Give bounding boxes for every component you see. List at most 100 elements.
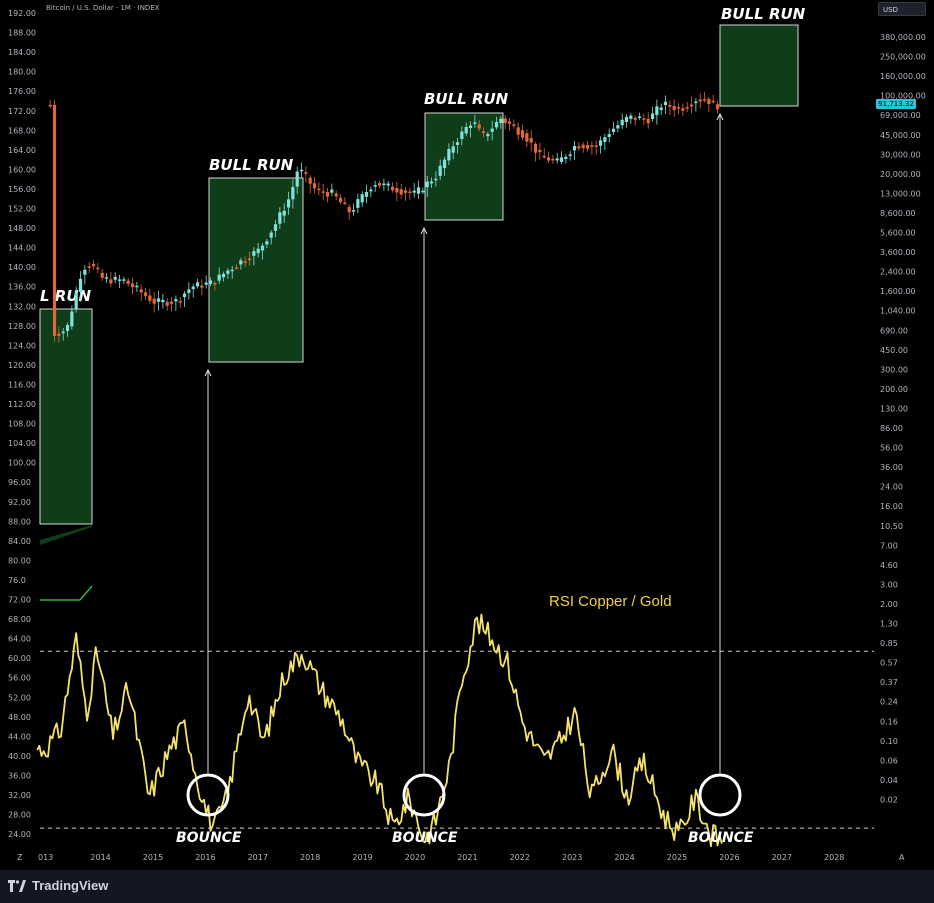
candle-body: [416, 187, 421, 194]
x-axis-tick: 2015: [143, 853, 163, 862]
right-axis-tick: 3.00: [880, 580, 898, 589]
right-axis-tick: 450.00: [880, 346, 908, 355]
right-axis-tick: 24.00: [880, 483, 903, 492]
rsi-line-group: [36, 613, 723, 848]
right-axis-tick: 300.00: [880, 365, 908, 374]
candle-body: [598, 140, 603, 146]
candle-body: [122, 279, 126, 281]
x-axis: Z 013 2014 2015 2016 2017 2018 2019 2020 2021 2022…: [17, 853, 905, 862]
tradingview-logo-icon: [8, 879, 26, 892]
rsi-title: RSI Copper / Gold: [549, 593, 672, 610]
candle-body: [711, 100, 715, 103]
candle-body: [698, 99, 702, 102]
rsi-thresholds: [40, 650, 874, 829]
candle-body: [265, 241, 269, 245]
left-axis-tick: 180.00: [8, 68, 36, 77]
left-axis-tick: 92.00: [8, 498, 31, 507]
brand-name: TradingView: [32, 878, 109, 893]
candle-body: [182, 293, 187, 298]
symbol-title: Bitcoin / U.S. Dollar · 1M · INDEX: [46, 4, 160, 12]
left-axis-tick: 36.00: [8, 771, 31, 780]
left-axis-tick: 168.00: [8, 126, 36, 135]
candle-body: [525, 133, 529, 142]
btc-chart[interactable]: 192.00 188.00 184.00 180.00 176.00 172.00 168.…: [0, 0, 934, 870]
left-axis-tick: 132.00: [8, 302, 36, 311]
bounce-arrows: [204, 112, 724, 773]
bull-run-box: [719, 24, 799, 107]
candle-body: [581, 144, 585, 149]
candle-body: [260, 245, 265, 251]
left-axis-tick: 152.00: [8, 205, 36, 214]
right-axis-tick: 2.00: [880, 600, 898, 609]
right-axis-tick: 1,600.00: [880, 287, 916, 296]
candle-body: [451, 146, 455, 153]
left-axis-tick: 136.00: [8, 283, 36, 292]
left-axis-tick: 100.00: [8, 459, 36, 468]
left-axis-tick: 192.00: [8, 9, 36, 18]
x-axis-tick: 2022: [510, 853, 530, 862]
left-axis-tick: 188.00: [8, 29, 36, 38]
candle-body: [624, 116, 629, 122]
candle-body: [572, 145, 577, 151]
candle-body: [707, 98, 711, 105]
candle-body: [399, 189, 403, 195]
candle-body: [468, 125, 473, 128]
currency-badge[interactable]: USD: [878, 2, 926, 16]
right-axis-tick: 0.16: [880, 717, 898, 726]
candle-body: [364, 192, 369, 197]
bull-run-boxes: L RUN BULL RUN BULL RUN BULL RUN: [39, 5, 806, 601]
left-axis-tick: 172.00: [8, 107, 36, 116]
x-axis-tick: 2024: [614, 853, 634, 862]
candle-body: [200, 285, 204, 288]
bounce-circle: [402, 773, 446, 817]
candle-body: [689, 104, 694, 107]
candle-body: [715, 104, 720, 110]
candle-body: [351, 210, 356, 212]
candle-body: [299, 169, 304, 172]
right-axis-tick: 0.24: [880, 698, 898, 707]
left-axis-tick: 72.00: [8, 596, 31, 605]
candle-body: [334, 193, 338, 197]
candle-body: [178, 301, 182, 303]
candle-body: [490, 128, 494, 132]
candle-body: [291, 186, 295, 200]
candle-body: [208, 280, 213, 284]
candle-body: [555, 158, 559, 161]
left-axis-tick: 156.00: [8, 185, 36, 194]
left-axis-tick: 24.00: [8, 830, 31, 839]
footer-bar: TradingView: [0, 870, 934, 903]
candle-body: [694, 101, 698, 104]
x-axis-tick: 013: [38, 853, 53, 862]
right-axis-tick: 0.02: [880, 795, 898, 804]
left-axis-tick: 116.00: [8, 380, 36, 389]
candle-body: [503, 118, 507, 124]
x-axis-tick: 2019: [352, 853, 372, 862]
right-axis-tick: 2,400.00: [880, 268, 916, 277]
bull-run-label: BULL RUN: [424, 90, 509, 108]
candle-body: [564, 156, 568, 159]
left-axis-tick: 60.00: [8, 654, 31, 663]
candle-body: [672, 106, 676, 110]
candle-body: [542, 155, 546, 158]
right-axis-tick: 160,000.00: [880, 72, 926, 81]
right-axis-tick: 100,000.00: [880, 92, 926, 101]
candle-body: [343, 202, 347, 204]
candle-body: [512, 124, 516, 127]
bounce-circle: [698, 773, 742, 817]
candle-body: [633, 117, 637, 120]
candle-body: [520, 130, 525, 138]
candle-body: [668, 104, 672, 107]
candle-body: [213, 283, 217, 285]
right-axis-tick: 250,000.00: [880, 53, 926, 62]
left-axis-tick: 40.00: [8, 752, 31, 761]
right-axis-tick: 30,000.00: [880, 150, 921, 159]
candle-body: [239, 260, 243, 265]
left-axis-tick: 68.00: [8, 615, 31, 624]
candle-body: [395, 187, 399, 193]
x-axis-tick: 2020: [405, 853, 425, 862]
candle-body: [460, 131, 464, 139]
candle-body: [96, 267, 100, 270]
candle-body: [325, 192, 330, 197]
right-axis-tick: 4.60: [880, 561, 898, 570]
tradingview-logo[interactable]: TradingView: [8, 878, 108, 893]
